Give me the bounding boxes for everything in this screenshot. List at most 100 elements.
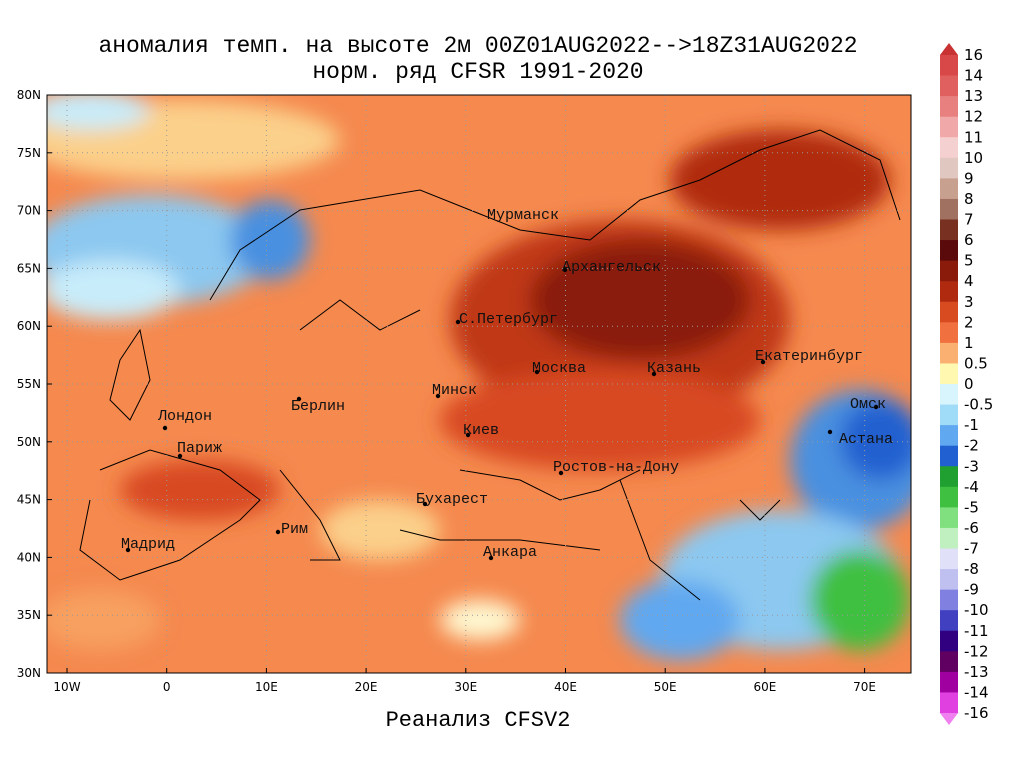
colorbar-cell [940,692,958,714]
city-label: Рим [281,521,308,538]
colorbar-cell [940,384,958,406]
city-label: Лондон [157,408,212,425]
colorbar-cell [940,240,958,262]
lat-label: 55N [17,377,41,391]
city-label: Ростов-на-Дону [553,459,679,476]
colorbar-cell [940,671,958,693]
colorbar-cell [940,178,958,200]
lon-label: 50E [654,680,677,694]
city-dot [125,547,131,553]
lon-label: 10W [53,680,80,694]
city-label: Казань [647,360,701,377]
map-field [47,95,911,673]
city-label: Анкара [483,544,537,561]
city-dot [827,429,833,435]
lon-label: 40E [554,680,577,694]
city-label: Екатеринбург [755,348,863,365]
city-label: Мурманск [487,207,559,224]
colorbar-label: -16 [964,704,989,722]
city-dot [488,555,494,561]
colorbar-cell [940,466,958,488]
city-dot [558,470,564,476]
lat-label: 60N [17,319,41,333]
city-dot [275,529,281,535]
city-dot [465,432,471,438]
city-label: Мадрид [121,536,175,553]
colorbar-label: 0 [964,375,974,393]
colorbar-label: -10 [964,601,989,619]
colorbar-label: -13 [964,663,989,681]
colorbar-cell [940,55,958,77]
lat-label: 40N [17,550,41,564]
colorbar-cell [940,116,958,138]
city-dot [162,425,168,431]
colorbar-label: 0.5 [964,354,988,372]
colorbar-label: -3 [964,457,979,475]
city-label: Бухарест [416,491,488,508]
city-dot [562,267,568,273]
colorbar-label: 16 [964,46,983,64]
colorbar-cell [940,96,958,118]
colorbar-cell [940,281,958,303]
colorbar-cell [940,157,958,179]
colorbar-label: 1 [964,334,974,352]
city-label: Берлин [291,398,345,415]
colorbar-label: 11 [964,128,983,146]
city-label: Минск [432,382,477,399]
colorbar-cell [940,198,958,220]
city-dot [873,404,879,410]
lon-label: 30E [454,680,477,694]
city-dot [534,369,540,375]
city-label: Париж [177,440,222,457]
colorbar-cell [940,363,958,385]
colorbar-label: 2 [964,313,974,331]
colorbar-arrow [940,43,958,55]
colorbar-label: -5 [964,498,979,516]
city-dot [760,359,766,365]
colorbar-label: 13 [964,87,983,105]
lon-label: 20E [355,680,378,694]
city-label: Москва [532,360,586,377]
lat-label: 75N [17,146,41,160]
city-dot [455,319,461,325]
colorbar-cell [940,137,958,159]
colorbar-label: -14 [964,683,989,701]
city-label: Киев [463,422,499,439]
colorbar-label: -4 [964,478,979,496]
colorbar-label: -0.5 [964,396,993,414]
colorbar-label: 4 [964,272,974,290]
colorbar-label: -6 [964,519,979,537]
colorbar-cell [940,301,958,323]
colorbar-cell [940,486,958,508]
lon-label: 0 [163,680,171,694]
lat-label: 65N [17,261,41,275]
colorbar-label: 7 [964,211,974,229]
subtitle: норм. ряд CFSR 1991-2020 [312,59,643,85]
lon-label: 10E [255,680,278,694]
colorbar-label: 8 [964,190,974,208]
colorbar-cell [940,589,958,611]
colorbar-label: 3 [964,293,974,311]
colorbar-label: -7 [964,540,979,558]
city-dot [651,371,657,377]
colorbar-label: -8 [964,560,979,578]
colorbar-label: -12 [964,642,989,660]
city-dot [422,501,428,507]
colorbar-cell [940,425,958,447]
colorbar-cell [940,445,958,467]
lat-label: 80N [17,88,41,102]
colorbar-label: 10 [964,149,983,167]
colorbar-label: 12 [964,108,983,126]
caption: Реанализ CFSV2 [386,708,571,733]
lat-label: 45N [17,493,41,507]
colorbar-cell [940,610,958,632]
colorbar-arrow [940,713,958,725]
colorbar-label: -1 [964,416,979,434]
lat-label: 30N [17,666,41,680]
colorbar-label: 6 [964,231,974,249]
lon-label: 60E [753,680,776,694]
colorbar-label: -11 [964,622,989,640]
colorbar-label: 9 [964,169,974,187]
colorbar-cell [940,527,958,549]
